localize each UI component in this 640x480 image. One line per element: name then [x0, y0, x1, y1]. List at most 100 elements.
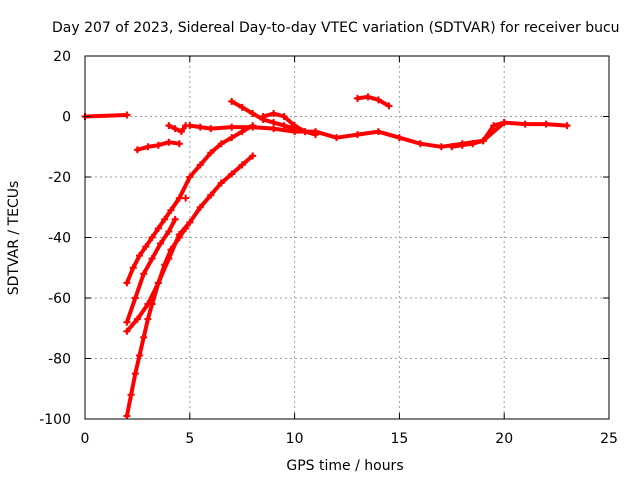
- data-point: [135, 252, 143, 260]
- data-point: [135, 351, 143, 359]
- x-tick-label: 10: [286, 431, 304, 447]
- x-tick-label: 0: [81, 431, 90, 447]
- series-arc-2: [124, 123, 255, 285]
- chart-title: Day 207 of 2023, Sidereal Day-to-day VTE…: [52, 20, 620, 36]
- y-tick-label: -80: [48, 352, 71, 368]
- data-point: [167, 246, 175, 254]
- data-point: [291, 122, 299, 130]
- axis-ticks: 0 5 10 15 20 25 -100 -80 -60 -40 -20 0 20: [39, 49, 618, 447]
- grid-lines: [85, 56, 609, 419]
- data-point: [395, 134, 403, 142]
- data-point: [301, 128, 309, 136]
- data-point: [171, 215, 179, 223]
- data-point: [123, 327, 131, 335]
- x-tick-label: 5: [185, 431, 194, 447]
- x-tick-label: 20: [495, 431, 513, 447]
- data-point: [127, 391, 135, 399]
- data-point: [154, 224, 162, 232]
- data-point: [270, 109, 278, 117]
- data-point: [479, 137, 487, 145]
- data-point: [186, 122, 194, 130]
- data-point: [207, 149, 215, 157]
- data-point: [196, 203, 204, 211]
- data-point: [448, 143, 456, 151]
- y-tick-label: -60: [48, 291, 71, 307]
- data-point: [123, 111, 131, 119]
- series-arc-7: [166, 123, 188, 134]
- data-point: [249, 123, 257, 131]
- data-point: [437, 143, 445, 151]
- data-point: [364, 93, 372, 101]
- data-point: [353, 131, 361, 139]
- y-tick-label: 20: [53, 49, 71, 65]
- data-point: [249, 152, 257, 160]
- x-axis-label: GPS time / hours: [286, 458, 403, 474]
- data-point: [196, 123, 204, 131]
- y-tick-label: -40: [48, 231, 71, 247]
- data-point: [270, 119, 278, 127]
- data-point: [154, 279, 162, 287]
- data-point: [175, 140, 183, 148]
- data-point: [175, 194, 183, 202]
- data-point: [175, 234, 183, 241]
- x-tick-label: 15: [390, 431, 408, 447]
- data-point: [228, 170, 236, 178]
- data-point: [144, 315, 152, 323]
- series-arc-12: [355, 94, 391, 108]
- data-point: [144, 143, 152, 151]
- data-point: [217, 140, 225, 148]
- data-point: [500, 119, 508, 127]
- data-point: [333, 134, 341, 142]
- data-point: [416, 140, 424, 148]
- data-point: [490, 122, 498, 130]
- data-point: [165, 227, 173, 235]
- x-tick-label: 25: [600, 431, 618, 447]
- data-point: [148, 255, 156, 263]
- data-point: [374, 128, 382, 136]
- data-point: [228, 97, 236, 105]
- data-point: [469, 140, 477, 148]
- data-layer: [81, 93, 571, 420]
- data-point: [156, 240, 164, 248]
- data-point: [129, 264, 137, 272]
- data-point: [167, 206, 175, 214]
- series-arc-5: [124, 226, 188, 418]
- data-point: [312, 131, 320, 139]
- data-point: [249, 109, 257, 117]
- data-point: [171, 125, 179, 133]
- data-point: [142, 243, 150, 251]
- data-point: [353, 94, 361, 102]
- data-point: [563, 122, 571, 130]
- data-point: [154, 141, 162, 149]
- data-point: [186, 218, 194, 226]
- y-tick-label: -100: [39, 412, 71, 428]
- data-point: [131, 370, 139, 378]
- data-point: [374, 96, 382, 104]
- data-point: [161, 261, 169, 269]
- y-tick-label: -20: [48, 170, 71, 186]
- data-point: [131, 294, 139, 302]
- data-point: [228, 123, 236, 131]
- y-axis-label: SDTVAR / TECUs: [6, 181, 22, 296]
- data-point: [458, 141, 466, 149]
- data-point: [182, 194, 190, 202]
- data-point: [133, 315, 141, 323]
- data-point: [148, 300, 156, 308]
- series-arc-1: [83, 113, 129, 119]
- data-point: [165, 138, 173, 146]
- data-point: [238, 128, 246, 136]
- data-point: [165, 122, 173, 130]
- data-point: [280, 113, 288, 120]
- data-point: [186, 173, 194, 181]
- data-point: [542, 120, 550, 128]
- data-point: [123, 318, 131, 326]
- data-point: [123, 412, 131, 420]
- data-point: [123, 279, 131, 287]
- data-point: [182, 224, 190, 232]
- data-point: [161, 215, 169, 223]
- data-point: [148, 234, 156, 241]
- data-point: [280, 122, 288, 130]
- data-point: [196, 161, 204, 169]
- data-point: [177, 128, 185, 136]
